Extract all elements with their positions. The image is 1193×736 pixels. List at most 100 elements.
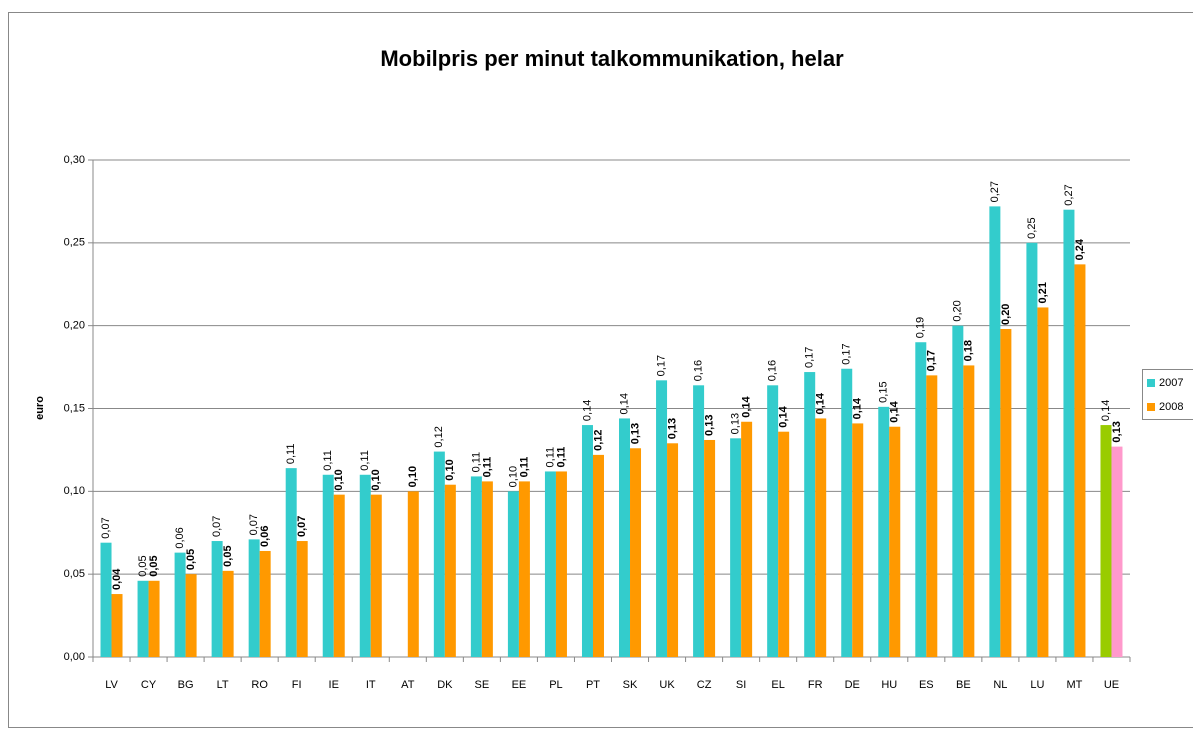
value-label: 0,07 xyxy=(100,517,112,538)
value-label: 0,11 xyxy=(518,457,530,478)
value-label: 0,11 xyxy=(481,457,493,478)
bar xyxy=(333,494,345,657)
bar xyxy=(952,325,964,657)
value-label: 0,17 xyxy=(926,350,938,371)
bar xyxy=(767,385,779,657)
y-tick-label: 0,20 xyxy=(64,320,85,332)
x-tick-label: IT xyxy=(366,679,376,691)
bar xyxy=(507,491,519,657)
x-tick-label: UE xyxy=(1104,679,1119,691)
value-label: 0,11 xyxy=(359,450,371,471)
bar xyxy=(285,468,297,657)
bar xyxy=(989,206,1001,658)
value-label: 0,13 xyxy=(666,418,678,439)
value-label: 0,14 xyxy=(852,397,864,419)
y-tick-label: 0,15 xyxy=(64,402,85,414)
bar xyxy=(544,471,556,657)
x-tick-label: BE xyxy=(956,679,971,691)
value-label: 0,15 xyxy=(878,381,890,402)
x-tick-label: CZ xyxy=(697,679,712,691)
y-tick-label: 0,05 xyxy=(64,568,85,580)
legend-label: 2007 xyxy=(1159,377,1183,389)
x-tick-label: NL xyxy=(993,679,1007,691)
bar xyxy=(296,541,308,657)
bar xyxy=(1037,307,1049,657)
x-tick-label: SK xyxy=(623,679,638,691)
value-label: 0,21 xyxy=(1037,282,1049,303)
bar xyxy=(248,539,260,657)
value-label: 0,12 xyxy=(433,426,445,447)
x-tick-label: DE xyxy=(845,679,860,691)
value-label: 0,19 xyxy=(915,317,927,338)
value-label: 0,14 xyxy=(778,405,790,427)
value-label: 0,24 xyxy=(1074,238,1086,260)
bar xyxy=(211,541,223,657)
bar xyxy=(1100,425,1112,657)
bar xyxy=(137,580,149,657)
bar xyxy=(619,418,631,657)
value-label: 0,13 xyxy=(703,415,715,436)
value-label: 0,06 xyxy=(174,527,186,548)
legend-box xyxy=(1142,369,1193,420)
value-label: 0,17 xyxy=(804,347,816,368)
bar xyxy=(1000,328,1012,657)
x-tick-label: MT xyxy=(1067,679,1083,691)
bar xyxy=(1026,242,1038,658)
value-label: 0,10 xyxy=(407,466,419,487)
x-tick-label: CY xyxy=(141,679,157,691)
value-label: 0,11 xyxy=(470,452,482,473)
x-tick-label: UK xyxy=(659,679,675,691)
y-tick-label: 0,25 xyxy=(64,237,85,249)
x-tick-label: AT xyxy=(401,679,415,691)
value-label: 0,27 xyxy=(989,181,1001,202)
bar xyxy=(667,443,679,657)
value-label: 0,11 xyxy=(322,450,334,471)
bar xyxy=(518,481,530,657)
value-label: 0,25 xyxy=(1026,217,1038,238)
bar xyxy=(963,365,975,657)
value-label: 0,12 xyxy=(592,429,604,450)
legend-swatch xyxy=(1147,379,1155,387)
value-label: 0,05 xyxy=(185,549,197,570)
value-label: 0,11 xyxy=(285,444,297,465)
legend-label: 2008 xyxy=(1159,401,1183,413)
value-label: 0,14 xyxy=(815,392,827,414)
bar xyxy=(444,484,456,657)
value-label: 0,06 xyxy=(259,526,271,547)
bar xyxy=(704,439,716,657)
value-label: 0,10 xyxy=(444,459,456,480)
x-tick-label: BG xyxy=(178,679,194,691)
x-tick-label: EE xyxy=(512,679,527,691)
x-tick-label: SI xyxy=(736,679,746,691)
value-label: 0,20 xyxy=(952,300,964,321)
x-tick-label: PT xyxy=(586,679,600,691)
bar xyxy=(148,580,160,657)
x-tick-label: LT xyxy=(217,679,229,691)
value-label: 0,05 xyxy=(148,555,160,576)
x-tick-label: SE xyxy=(475,679,490,691)
x-tick-label: IE xyxy=(329,679,339,691)
x-tick-label: LU xyxy=(1030,679,1044,691)
y-tick-label: 0,30 xyxy=(64,154,85,166)
bar xyxy=(889,426,901,657)
bar xyxy=(730,438,742,657)
bar xyxy=(778,431,790,657)
bar xyxy=(878,406,890,657)
value-label: 0,11 xyxy=(544,447,556,468)
value-label: 0,13 xyxy=(629,423,641,444)
bar xyxy=(1111,446,1123,657)
x-tick-label: ES xyxy=(919,679,934,691)
bar xyxy=(174,552,186,657)
x-tick-label: HU xyxy=(881,679,897,691)
value-label: 0,07 xyxy=(211,516,223,537)
value-label: 0,14 xyxy=(741,395,753,417)
x-tick-label: FI xyxy=(292,679,302,691)
bar xyxy=(926,375,938,657)
x-tick-label: DK xyxy=(437,679,453,691)
value-label: 0,16 xyxy=(692,360,704,381)
bar xyxy=(581,425,593,657)
x-tick-label: FR xyxy=(808,679,823,691)
x-tick-label: RO xyxy=(251,679,268,691)
x-tick-label: LV xyxy=(105,679,118,691)
bar xyxy=(841,368,853,657)
